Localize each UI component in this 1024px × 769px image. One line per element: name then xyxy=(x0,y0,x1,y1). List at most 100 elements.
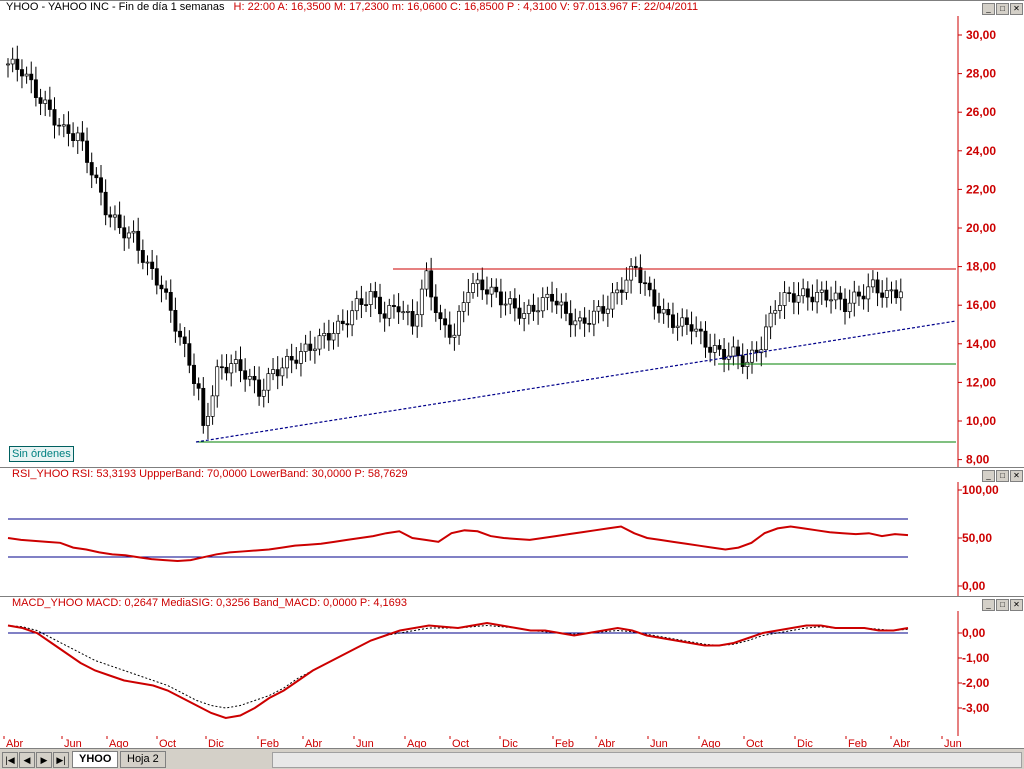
candle-body xyxy=(178,330,182,338)
candle-body xyxy=(815,292,820,303)
candle-body xyxy=(680,317,685,327)
macd-pane: MACD_YHOO MACD: 0,2647 MediaSIG: 0,3256 … xyxy=(0,596,1024,737)
candle-body xyxy=(364,304,369,306)
next-sheet-button[interactable]: ▶ xyxy=(36,752,52,768)
x-tick-label: Dic xyxy=(797,738,813,748)
candle-body xyxy=(24,73,29,77)
candle-body xyxy=(884,290,889,298)
candle-body xyxy=(447,324,452,338)
candle-body xyxy=(717,345,722,350)
candle-body xyxy=(317,335,322,350)
candle-body xyxy=(833,292,838,301)
price-tick-label: 18,00 xyxy=(966,260,996,274)
order-status-badge[interactable]: Sin órdenes xyxy=(9,446,74,462)
price-tick-label: 12,00 xyxy=(966,375,996,389)
x-tick-label: Oct xyxy=(746,738,763,748)
macd-label: MACD_YHOO MACD: 0,2647 MediaSIG: 0,3256 … xyxy=(12,597,407,609)
candle-body xyxy=(647,282,652,291)
candle-body xyxy=(415,314,420,327)
x-tick-label: Oct xyxy=(159,738,176,748)
prev-sheet-button[interactable]: ◀ xyxy=(19,752,35,768)
candle-body xyxy=(252,375,257,381)
candle-body xyxy=(206,416,210,426)
candle-body xyxy=(610,292,615,310)
candle-body xyxy=(112,214,117,218)
candle-body xyxy=(192,364,196,384)
rsi-pane: RSI_YHOO RSI: 53,3193 UppperBand: 70,000… xyxy=(0,467,1024,596)
rsi-tick-label: 50,00 xyxy=(962,531,992,545)
last-sheet-button[interactable]: ▶| xyxy=(53,752,69,768)
candle-body xyxy=(126,232,131,239)
maximize-button[interactable]: □ xyxy=(996,3,1009,15)
rsi-maximize-button[interactable]: □ xyxy=(996,470,1009,482)
candle-body xyxy=(684,317,689,325)
candle-body xyxy=(219,366,224,369)
candle-body xyxy=(475,279,480,284)
close-button[interactable]: ✕ xyxy=(1010,3,1023,15)
candle-body xyxy=(438,312,443,320)
rsi-close-button[interactable]: ✕ xyxy=(1010,470,1023,482)
candle-body xyxy=(508,298,513,305)
rsi-tick-label: 100,00 xyxy=(962,483,999,497)
candle-body xyxy=(117,214,122,229)
candle-body xyxy=(405,311,410,313)
macd-minimize-button[interactable]: _ xyxy=(982,599,995,611)
candle-body xyxy=(866,286,871,300)
candle-body xyxy=(289,356,294,361)
candle-body xyxy=(61,124,66,127)
candle-body xyxy=(368,291,373,305)
candle-body xyxy=(666,309,671,316)
candle-body xyxy=(303,343,308,352)
rsi-minimize-button[interactable]: _ xyxy=(982,470,995,482)
x-tick-label: Ago xyxy=(407,738,427,748)
candle-body xyxy=(224,366,229,374)
candle-body xyxy=(708,346,713,353)
price-tick-label: 28,00 xyxy=(966,67,996,81)
candle-body xyxy=(89,162,94,176)
candle-body xyxy=(870,279,875,288)
candle-body xyxy=(294,359,299,364)
candle-body xyxy=(452,334,457,338)
macd-chart[interactable]: 0,00 -1,00 -2,00 -3,00 xyxy=(0,597,1024,737)
candle-body xyxy=(275,369,280,377)
chart-title: YHOO - YAHOO INC - Fin de día 1 semanas xyxy=(6,1,225,13)
price-chart[interactable]: 30,00 28,00 26,00 24,00 22,00 20,00 18,00 16,00… xyxy=(0,1,1024,467)
rsi-tick-label: 0,00 xyxy=(962,579,986,593)
candle-body xyxy=(433,296,438,314)
macd-tick-label: -3,00 xyxy=(962,701,990,715)
rsi-chart[interactable]: 100,00 50,00 0,00 xyxy=(0,468,1024,596)
candle-body xyxy=(52,109,57,126)
x-tick-label: Dic xyxy=(208,738,224,748)
candle-body xyxy=(731,346,736,357)
candle-body xyxy=(852,291,857,304)
x-tick-label: Jun xyxy=(64,738,82,748)
tab-yhoo[interactable]: YHOO xyxy=(72,751,119,768)
macd-maximize-button[interactable]: □ xyxy=(996,599,1009,611)
candle-body xyxy=(419,288,424,316)
candle-body xyxy=(638,267,643,284)
candle-body xyxy=(308,343,313,351)
candle-body xyxy=(722,349,727,360)
first-sheet-button[interactable]: |◀ xyxy=(2,752,18,768)
macd-pane-title: MACD_YHOO MACD: 0,2647 MediaSIG: 0,3256 … xyxy=(0,597,1024,611)
macd-close-button[interactable]: ✕ xyxy=(1010,599,1023,611)
candle-body xyxy=(889,289,894,292)
candle-body xyxy=(410,311,415,327)
horizontal-scrollbar[interactable] xyxy=(272,752,1022,768)
candle-body xyxy=(819,289,824,293)
candle-body xyxy=(396,306,401,313)
candle-body xyxy=(559,301,564,306)
minimize-button[interactable]: _ xyxy=(982,3,995,15)
candle-body xyxy=(898,291,903,299)
candle-body xyxy=(657,305,661,314)
x-tick-label: Feb xyxy=(260,738,279,748)
candle-body xyxy=(150,261,155,269)
x-tick-label: Abr xyxy=(893,738,910,748)
candle-body xyxy=(587,323,592,325)
macd-signal-line xyxy=(7,624,909,709)
tab-hoja-2[interactable]: Hoja 2 xyxy=(120,751,166,768)
candle-body xyxy=(550,293,555,302)
candle-body xyxy=(787,292,792,295)
price-tick-label: 26,00 xyxy=(966,105,996,119)
candle-body xyxy=(810,296,815,303)
